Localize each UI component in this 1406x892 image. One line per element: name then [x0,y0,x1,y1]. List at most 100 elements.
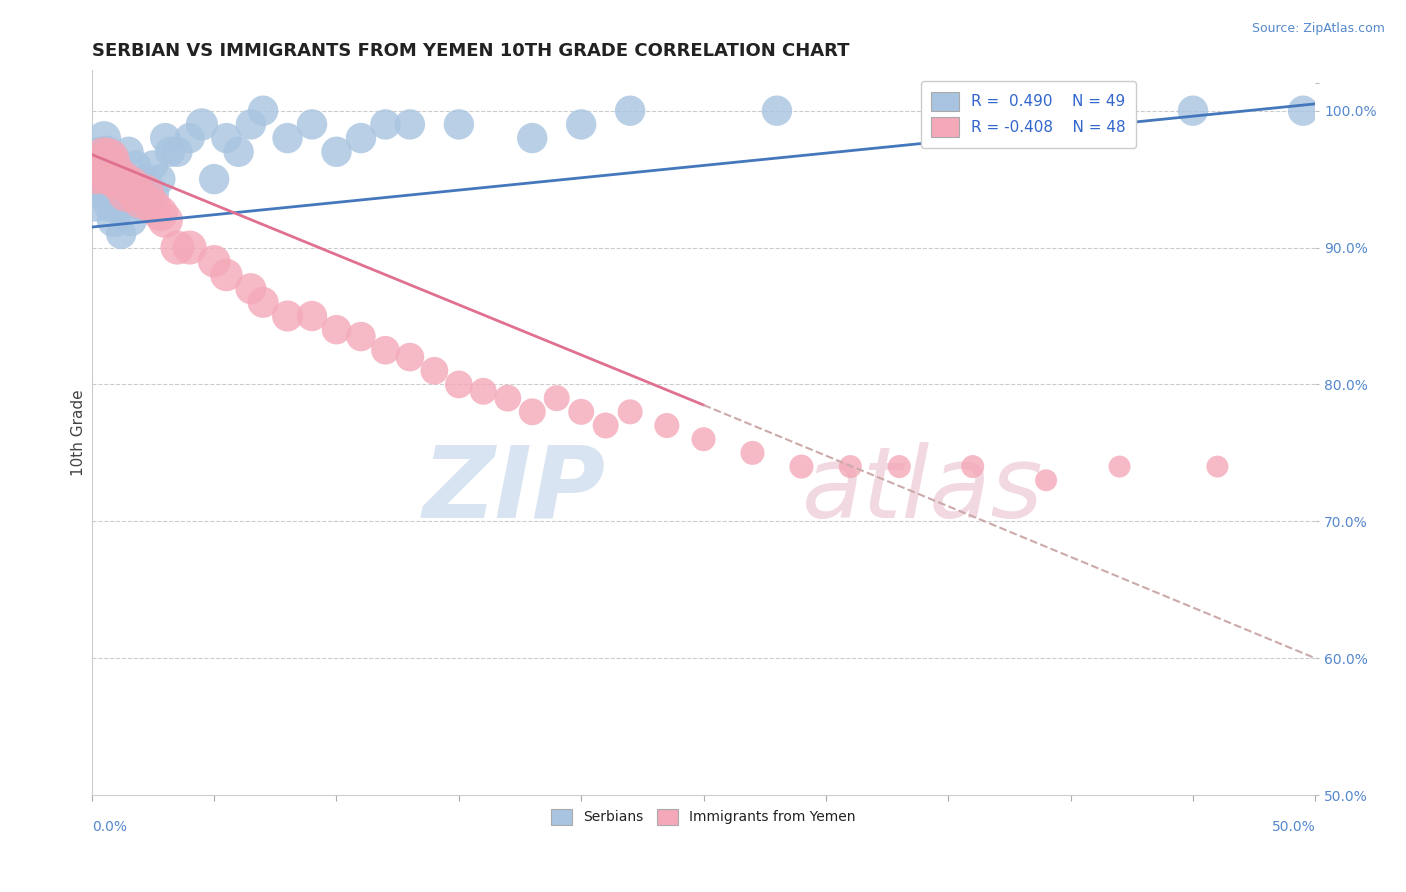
Point [350,329,373,343]
Point [105,172,128,186]
Point [522,405,544,419]
Point [135,172,157,186]
Point [277,309,299,323]
Point [93,158,115,172]
Point [1206,459,1229,474]
Point [115,186,138,200]
Point [142,200,165,214]
Point [96,165,118,179]
Point [93,152,115,166]
Point [741,446,763,460]
Point [179,131,201,145]
Point [790,459,813,474]
Point [569,405,592,419]
Point [142,158,165,172]
Point [766,103,789,118]
Point [325,145,347,159]
Point [117,145,139,159]
Point [125,186,148,200]
Point [120,179,142,194]
Point [129,193,152,207]
Point [110,172,132,186]
Text: ZIP: ZIP [423,442,606,539]
Point [239,117,262,131]
Point [228,145,250,159]
Point [117,172,139,186]
Point [135,186,157,200]
Point [96,186,118,200]
Point [447,117,470,131]
Point [423,364,446,378]
Point [179,241,201,255]
Point [103,213,125,227]
Point [215,131,238,145]
Point [239,282,262,296]
Point [215,268,238,282]
Point [97,200,120,214]
Point [472,384,495,399]
Point [159,145,181,159]
Point [89,145,111,159]
Point [399,350,422,364]
Point [202,254,225,268]
Point [166,241,188,255]
Point [125,158,148,172]
Point [1108,459,1130,474]
Point [96,145,118,159]
Text: 0.0%: 0.0% [91,820,127,834]
Legend: Serbians, Immigrants from Yemen: Serbians, Immigrants from Yemen [544,802,863,831]
Point [325,323,347,337]
Text: Source: ZipAtlas.com: Source: ZipAtlas.com [1251,22,1385,36]
Point [496,391,519,405]
Point [105,158,128,172]
Point [655,418,678,433]
Point [252,295,274,310]
Point [100,186,122,200]
Point [89,158,111,172]
Point [100,158,122,172]
Point [619,405,641,419]
Point [595,418,617,433]
Point [110,227,132,241]
Point [569,117,592,131]
Point [889,459,911,474]
Point [447,377,470,392]
Point [97,152,120,166]
Y-axis label: 10th Grade: 10th Grade [72,389,86,475]
Point [90,172,112,186]
Point [301,309,323,323]
Point [129,200,152,214]
Point [1181,103,1204,118]
Point [90,158,112,172]
Point [105,200,128,214]
Point [149,206,172,220]
Point [1035,473,1057,487]
Point [202,172,225,186]
Text: 50.0%: 50.0% [1271,820,1315,834]
Point [1292,103,1315,118]
Text: atlas: atlas [801,442,1043,539]
Point [89,186,111,200]
Point [374,117,396,131]
Point [399,117,422,131]
Point [149,172,172,186]
Point [839,459,862,474]
Point [619,103,641,118]
Point [84,165,107,179]
Point [277,131,299,145]
Point [301,117,323,131]
Point [86,200,108,214]
Point [546,391,568,405]
Point [692,432,714,446]
Point [155,131,177,145]
Point [155,213,177,227]
Point [252,103,274,118]
Point [936,103,959,118]
Point [83,158,105,172]
Point [166,145,188,159]
Text: SERBIAN VS IMMIGRANTS FROM YEMEN 10TH GRADE CORRELATION CHART: SERBIAN VS IMMIGRANTS FROM YEMEN 10TH GR… [91,42,849,60]
Point [191,117,214,131]
Point [112,186,135,200]
Point [350,131,373,145]
Point [962,459,984,474]
